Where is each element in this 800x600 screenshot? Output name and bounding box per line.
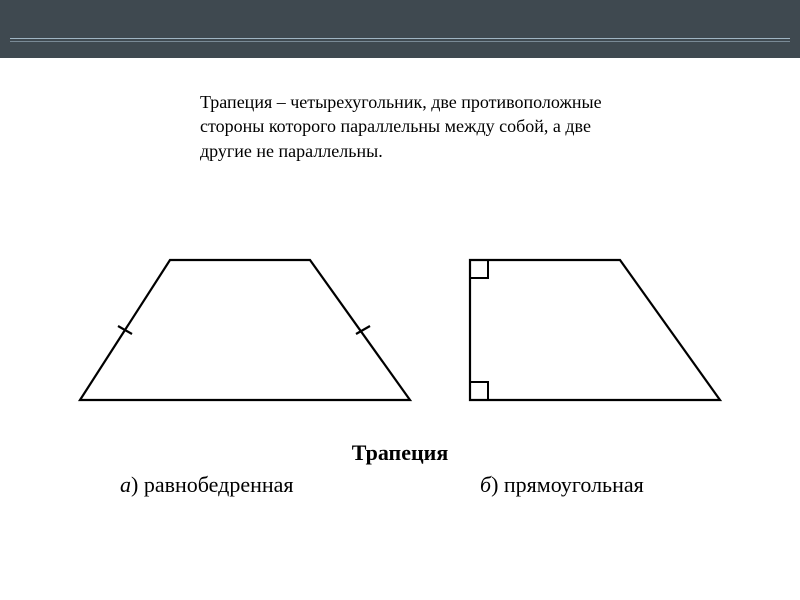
tick-mark-left [118, 326, 132, 334]
label-a-text: ) равнобедренная [131, 472, 294, 497]
trapezoid-diagram [0, 230, 800, 430]
right-trapezoid [470, 260, 720, 400]
label-b: б) прямоугольная [480, 472, 644, 498]
label-a: а) равнобедренная [120, 472, 294, 498]
header-divider-line [10, 38, 790, 42]
right-angle-mark-top [470, 260, 488, 278]
figure-title: Трапеция [0, 440, 800, 466]
label-b-prefix: б [480, 472, 491, 497]
isosceles-trapezoid [80, 260, 410, 400]
shapes-container [0, 230, 800, 430]
label-a-prefix: а [120, 472, 131, 497]
header-bar [0, 0, 800, 58]
definition-text: Трапеция – четырехугольник, две противоп… [200, 90, 640, 163]
right-angle-mark-bottom [470, 382, 488, 400]
label-b-text: ) прямоугольная [491, 472, 644, 497]
